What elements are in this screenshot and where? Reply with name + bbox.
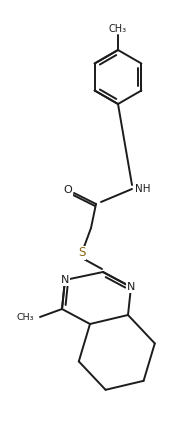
Text: CH₃: CH₃ [109,24,127,34]
Text: S: S [78,246,86,260]
Text: CH₃: CH₃ [17,312,34,321]
Text: NH: NH [135,184,150,194]
Text: N: N [127,282,135,292]
Text: O: O [64,185,72,195]
Text: N: N [61,275,69,285]
